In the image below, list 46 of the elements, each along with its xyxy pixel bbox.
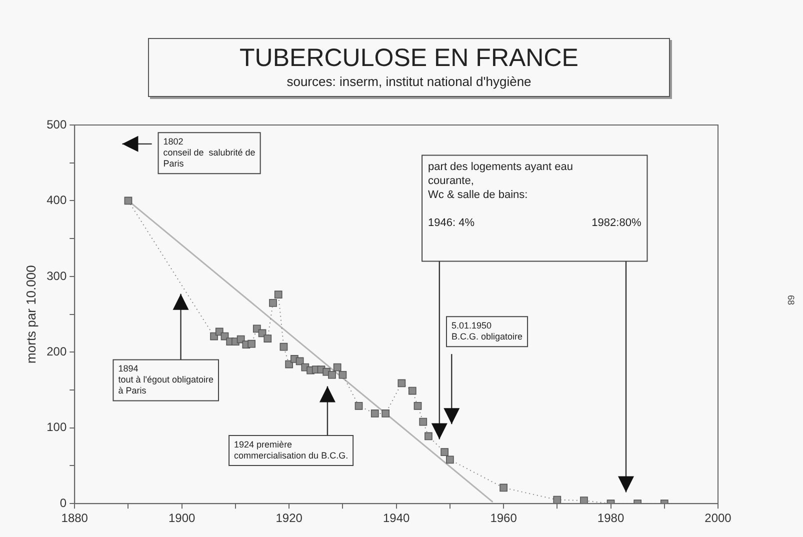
- point: [338, 370, 347, 379]
- point: [419, 418, 428, 426]
- point: [398, 379, 406, 388]
- annotation: 1946: 4%: [428, 216, 475, 229]
- annotation: 1802 conseil de salubrité de Paris: [163, 136, 256, 169]
- point: [248, 340, 256, 348]
- point: [382, 410, 390, 418]
- point: [354, 402, 363, 410]
- point: [269, 299, 277, 307]
- x-tick-label: 1880: [61, 511, 88, 526]
- y-axis-title: morts par 10.000: [23, 265, 38, 364]
- chart-title: TUBERCULOSE EN FRANCE: [238, 43, 580, 73]
- point: [446, 456, 454, 464]
- point: [408, 386, 416, 395]
- point: [424, 432, 432, 440]
- point: [553, 496, 562, 504]
- x-tick-label: 1900: [168, 511, 196, 526]
- point: [580, 496, 588, 504]
- y-tick-label: 200: [46, 344, 67, 358]
- y-tick-label: 100: [46, 420, 67, 434]
- point: [264, 334, 272, 342]
- point: [333, 363, 342, 372]
- y-tick-label: 0: [60, 496, 67, 510]
- x-tick-label: 1960: [490, 511, 518, 526]
- text: 68: [786, 294, 796, 306]
- point: [414, 402, 422, 410]
- chart-subtitle: sources: inserm, institut national d'hygiène: [286, 73, 532, 91]
- point: [370, 410, 379, 418]
- annotation: 1924 première commercialisation du B.C.G.: [234, 439, 348, 460]
- y-tick-label: 400: [46, 193, 67, 208]
- point: [124, 196, 132, 205]
- point: [440, 448, 448, 456]
- x-tick-label: 1940: [382, 511, 410, 526]
- point: [280, 342, 288, 351]
- point: [328, 370, 336, 379]
- annotation: 1894 tout à l'égout obligatoire à Paris: [118, 364, 214, 396]
- point: [500, 484, 508, 492]
- x-tick-label: 2000: [704, 511, 732, 526]
- point: [274, 290, 282, 299]
- annotation: part des logements ayant eau courante, Wc & salle de bains:: [428, 160, 573, 201]
- annotation: 5.01.1950 B.C.G. obligatoire: [451, 320, 523, 342]
- x-tick-label: 1920: [276, 511, 303, 526]
- annotation: 1982:80%: [592, 216, 642, 229]
- y-tick-label: 500: [46, 117, 67, 132]
- y-tick-label: 300: [46, 268, 67, 283]
- x-tick-label: 1980: [597, 511, 624, 526]
